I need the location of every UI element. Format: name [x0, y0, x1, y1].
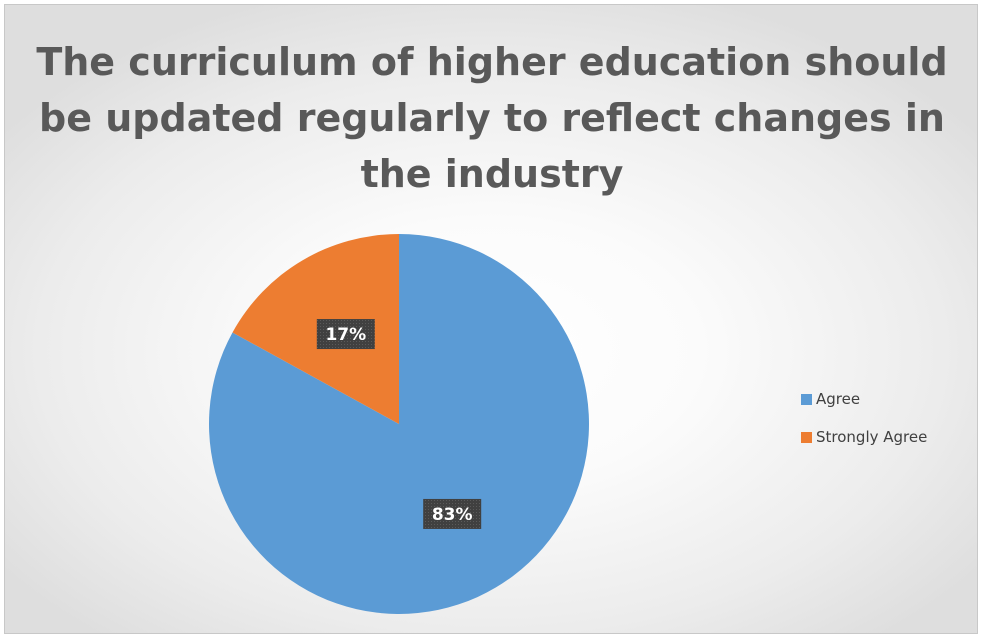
chart-legend: Agree Strongly Agree [801, 389, 927, 465]
pie-slice-agree [209, 234, 589, 615]
pie-data-labels: 83% 17% [316, 319, 482, 529]
pie-slices [209, 234, 589, 615]
legend-label-agree: Agree [816, 390, 861, 408]
chart-frame: The curriculum of higher education shoul… [4, 4, 978, 634]
pie-chart: 83% 17% [209, 234, 589, 615]
data-label-agree-text: 83% [432, 505, 473, 525]
chart-title: The curriculum of higher education shoul… [36, 40, 948, 196]
data-label-agree-background [423, 498, 482, 529]
data-label-strongly-agree-text: 17% [325, 325, 366, 345]
data-label-strongly-agree-background [316, 319, 375, 350]
legend-swatch-strongly-agree [801, 431, 812, 443]
data-label-strongly-agree: 17% [316, 319, 375, 350]
pie-slice-strongly-agree [232, 234, 399, 424]
legend-swatch-agree [801, 393, 812, 405]
legend-label-strongly-agree: Strongly Agree [816, 428, 928, 446]
data-label-agree: 83% [423, 498, 482, 529]
legend-item-agree: Agree [801, 389, 927, 409]
legend-item-strongly-agree: Strongly Agree [801, 427, 927, 447]
